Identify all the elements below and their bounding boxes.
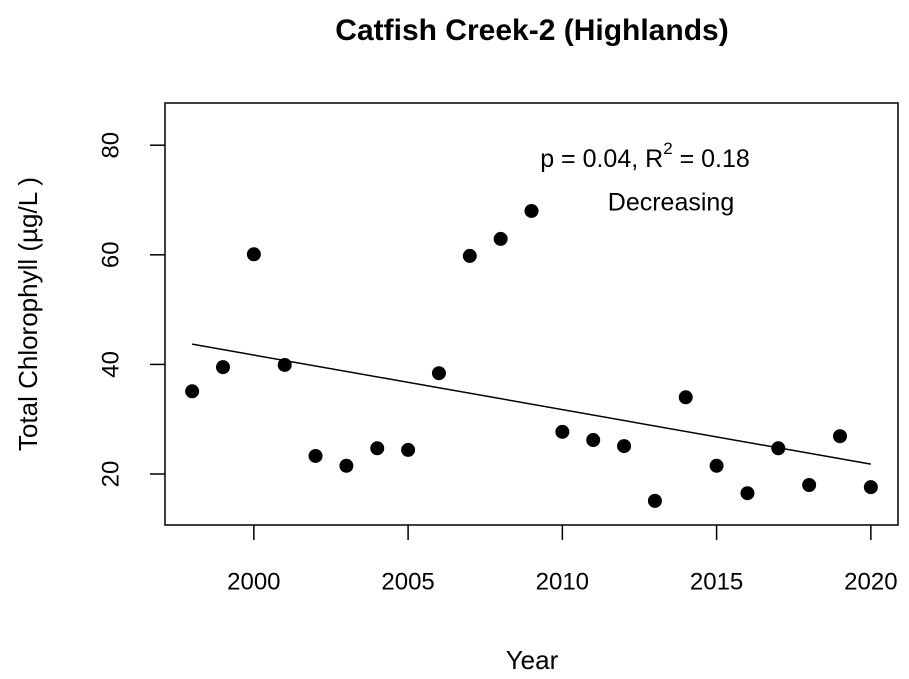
- x-tick-label: 2020: [844, 568, 897, 595]
- point: [493, 231, 508, 246]
- x-tick-label: 2005: [381, 568, 434, 595]
- y-tick-label: 80: [97, 132, 124, 159]
- annotation: p = 0.04, R2 = 0.18: [540, 139, 750, 172]
- point: [308, 448, 323, 463]
- trend-line: [192, 343, 871, 465]
- point: [555, 424, 570, 439]
- x-axis-label: Year: [506, 645, 559, 675]
- point: [401, 442, 416, 457]
- annotation-part: = 0.18: [673, 145, 750, 173]
- point: [339, 458, 354, 473]
- annotation-part: p = 0.04, R: [540, 145, 663, 173]
- point: [771, 441, 786, 456]
- point: [863, 480, 878, 495]
- x-tick-label: 2010: [536, 568, 589, 595]
- point: [647, 493, 662, 508]
- point: [431, 366, 446, 381]
- point: [215, 360, 230, 375]
- point: [370, 441, 385, 456]
- point: [277, 357, 292, 372]
- point: [740, 486, 755, 501]
- point: [617, 439, 632, 454]
- y-tick-label: 60: [97, 241, 124, 268]
- annotation: Decreasing: [608, 189, 734, 217]
- x-tick-label: 2000: [227, 568, 280, 595]
- x-tick-label: 2015: [690, 568, 743, 595]
- point: [185, 384, 200, 399]
- point: [802, 477, 817, 492]
- point: [524, 203, 539, 218]
- annotation-superscript: 2: [663, 139, 672, 158]
- plot-box: [164, 102, 899, 526]
- y-tick-label: 20: [97, 461, 124, 488]
- chart-title: Catfish Creek-2 (Highlands): [335, 14, 728, 47]
- point: [246, 247, 261, 262]
- y-axis-label: Total Chlorophyll (µg/L ): [13, 177, 43, 451]
- y-tick-label: 40: [97, 351, 124, 378]
- point: [586, 433, 601, 448]
- point: [678, 390, 693, 405]
- point: [709, 458, 724, 473]
- point: [462, 248, 477, 263]
- point: [833, 429, 848, 444]
